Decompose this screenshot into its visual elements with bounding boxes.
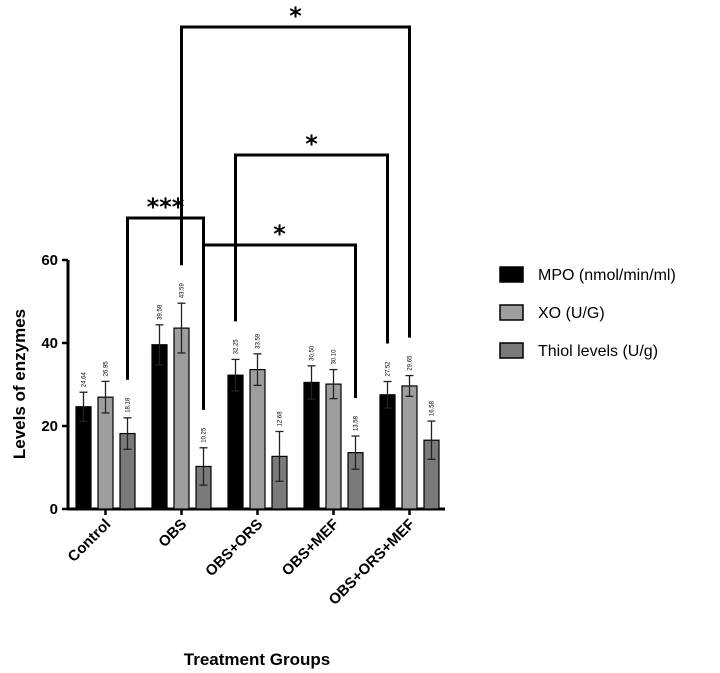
significance-bracket xyxy=(202,243,357,410)
bar xyxy=(151,344,168,510)
significance-label: * xyxy=(289,2,302,30)
bars: 24.64 39.58 32.25 30.50 27.52 26.95 43.59 33.59… xyxy=(75,283,440,510)
data-label: 24.64 xyxy=(82,372,88,388)
y-tick-label: 20 xyxy=(41,418,58,435)
data-label: 30.50 xyxy=(310,345,316,361)
x-tick-label: OBS+ORS xyxy=(202,516,266,580)
bar xyxy=(227,374,244,510)
significance-label: *** xyxy=(147,193,185,221)
y-tick-label: 0 xyxy=(50,501,58,518)
x-axis-title: Treatment Groups xyxy=(184,650,330,669)
data-label: 16.58 xyxy=(430,400,436,416)
x-tick-label: Control xyxy=(65,516,115,566)
data-label: 39.58 xyxy=(158,304,164,320)
legend-swatch xyxy=(499,266,524,283)
data-label: 30.10 xyxy=(332,349,338,365)
data-label: 29.65 xyxy=(408,355,414,371)
bar xyxy=(401,385,418,510)
legend: MPO (nmol/min/ml) XO (U/G) Thiol levels (U… xyxy=(499,266,676,360)
data-label: 27.52 xyxy=(386,361,392,377)
bar xyxy=(303,381,320,510)
x-tick-label: OBS+MEF xyxy=(279,516,343,580)
significance-label: * xyxy=(273,220,286,248)
data-label: 26.95 xyxy=(104,361,110,377)
legend-swatch xyxy=(499,304,524,321)
significance-bracket xyxy=(234,153,389,344)
x-tick-label: OBS xyxy=(155,516,190,551)
y-tick-label: 40 xyxy=(41,335,58,352)
data-label: 10.25 xyxy=(202,427,208,443)
bar xyxy=(379,394,396,510)
y-axis-title: Levels of enzymes xyxy=(10,309,29,459)
legend-label: XO (U/G) xyxy=(538,305,605,322)
data-label: 18.18 xyxy=(126,397,132,413)
significance-brackets: ****** xyxy=(126,2,411,410)
bar xyxy=(249,369,266,510)
bar xyxy=(97,396,114,510)
data-label: 13.58 xyxy=(354,415,360,431)
y-tick-label: 60 xyxy=(41,252,58,269)
data-label: 12.68 xyxy=(278,411,284,427)
significance-bracket xyxy=(180,25,411,338)
data-label: 33.59 xyxy=(256,333,262,349)
bar xyxy=(325,383,342,510)
legend-swatch xyxy=(499,342,524,359)
bar xyxy=(173,327,190,510)
data-label: 43.59 xyxy=(180,283,186,299)
bar xyxy=(75,406,92,510)
legend-label: MPO (nmol/min/ml) xyxy=(538,267,676,284)
data-label: 32.25 xyxy=(234,339,240,355)
significance-label: * xyxy=(305,130,318,158)
legend-label: Thiol levels (U/g) xyxy=(538,343,658,360)
